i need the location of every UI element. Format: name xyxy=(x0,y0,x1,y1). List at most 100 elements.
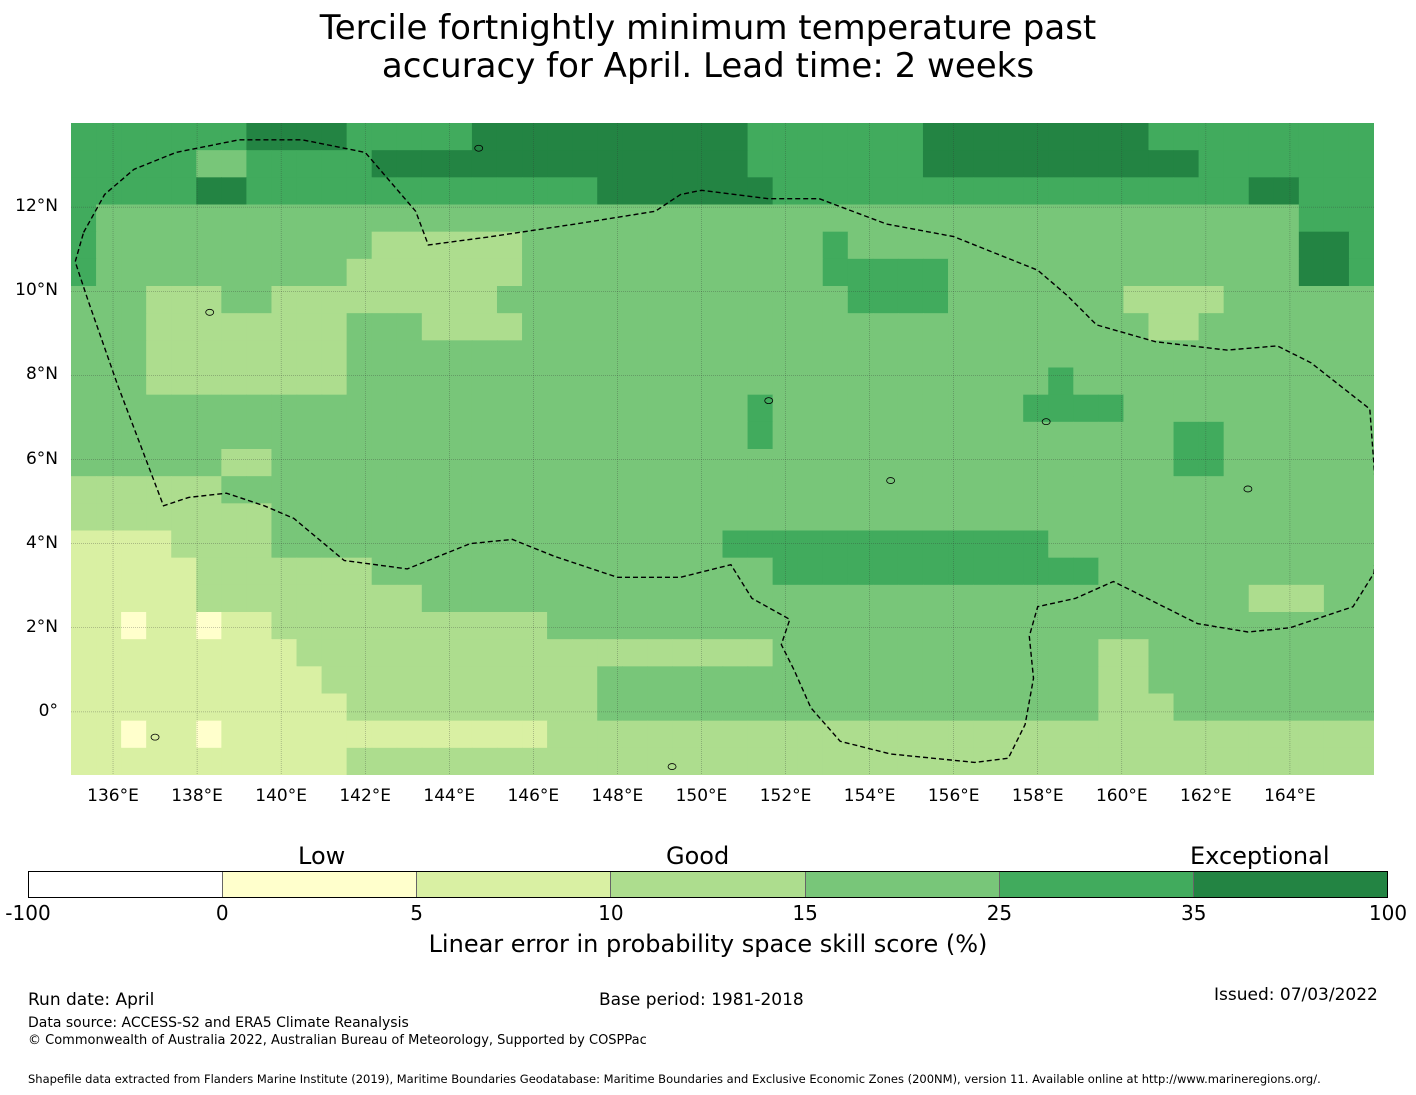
grid-cell xyxy=(1048,421,1074,450)
grid-cell xyxy=(998,503,1024,532)
grid-cell xyxy=(572,449,598,477)
grid-cell xyxy=(96,286,122,314)
grid-cell xyxy=(246,367,273,396)
grid-cell xyxy=(1173,612,1200,640)
grid-cell xyxy=(1073,394,1099,423)
grid-cell xyxy=(346,421,373,450)
grid-cell xyxy=(772,204,799,233)
longitude-tick-label: 162°E xyxy=(1180,786,1232,806)
grid-cell xyxy=(572,612,598,640)
grid-cell xyxy=(1148,530,1175,559)
grid-cell xyxy=(1098,258,1125,287)
grid-cell xyxy=(1173,584,1200,613)
grid-cell xyxy=(998,123,1024,151)
grid-cell xyxy=(1198,503,1225,532)
grid-cell xyxy=(96,258,122,287)
grid-cell xyxy=(1198,313,1225,341)
grid-cell xyxy=(847,503,874,532)
grid-cell xyxy=(973,123,999,151)
grid-cell xyxy=(346,503,373,532)
grid-cell xyxy=(1148,204,1175,233)
grid-cell xyxy=(71,313,97,341)
grid-cell xyxy=(797,584,824,613)
grid-cell xyxy=(998,557,1024,586)
grid-cell xyxy=(271,612,298,640)
grid-cell xyxy=(346,123,373,151)
grid-cell xyxy=(1123,449,1150,477)
grid-cell xyxy=(421,421,448,450)
grid-cell xyxy=(822,150,849,178)
grid-cell xyxy=(1348,639,1374,667)
grid-cell xyxy=(1198,557,1225,586)
grid-cell xyxy=(647,421,673,450)
grid-cell xyxy=(71,503,97,532)
grid-cell xyxy=(1098,666,1125,695)
grid-cell xyxy=(1073,231,1099,260)
grid-cell xyxy=(772,720,799,749)
grid-cell xyxy=(822,612,849,640)
grid-cell xyxy=(296,449,323,477)
grid-cell xyxy=(71,639,97,667)
grid-cell xyxy=(271,693,298,722)
grid-cell xyxy=(471,693,498,722)
grid-cell xyxy=(647,639,673,667)
grid-cell xyxy=(1248,584,1275,613)
grid-cell xyxy=(1098,612,1125,640)
grid-cell xyxy=(847,286,874,314)
grid-cell xyxy=(246,340,273,369)
grid-cell xyxy=(71,231,97,260)
colorbar xyxy=(28,871,1388,898)
grid-cell xyxy=(597,123,623,151)
latitude-tick-label: 2°N xyxy=(25,616,58,637)
grid-cell xyxy=(722,584,749,613)
grid-cell xyxy=(271,177,298,206)
grid-cell xyxy=(371,367,398,396)
island-outline xyxy=(886,477,896,484)
grid-cell xyxy=(847,476,874,504)
grid-cell xyxy=(1323,177,1350,206)
grid-cell xyxy=(1023,612,1049,640)
grid-cell xyxy=(1148,693,1175,722)
grid-cell xyxy=(96,557,122,586)
grid-cell xyxy=(847,747,874,775)
grid-cell xyxy=(421,557,448,586)
grid-cell xyxy=(797,394,824,423)
grid-cell xyxy=(346,530,373,559)
grid-cell xyxy=(922,449,949,477)
grid-cell xyxy=(1048,394,1074,423)
grid-cell xyxy=(196,693,222,722)
grid-cell xyxy=(1173,693,1200,722)
grid-cell xyxy=(747,557,774,586)
grid-cell xyxy=(71,449,97,477)
grid-cell xyxy=(346,449,373,477)
grid-cell xyxy=(597,231,623,260)
grid-cell xyxy=(271,340,298,369)
grid-cell xyxy=(1223,449,1250,477)
grid-cell xyxy=(672,123,699,151)
grid-cell xyxy=(722,612,749,640)
grid-cell xyxy=(998,177,1024,206)
grid-cell xyxy=(597,421,623,450)
grid-cell xyxy=(1098,313,1125,341)
grid-cell xyxy=(171,421,197,450)
grid-cell xyxy=(697,666,724,695)
grid-cell xyxy=(1323,612,1350,640)
grid-cell xyxy=(221,123,248,151)
grid-cell xyxy=(1298,557,1325,586)
grid-cell xyxy=(1298,449,1325,477)
grid-cell xyxy=(922,421,949,450)
grid-cell xyxy=(622,612,648,640)
grid-cell xyxy=(1098,503,1125,532)
grid-cell xyxy=(1323,666,1350,695)
grid-cell xyxy=(872,530,899,559)
grid-cell xyxy=(672,612,699,640)
grid-cell xyxy=(572,313,598,341)
grid-cell xyxy=(221,557,248,586)
island-outline xyxy=(1041,418,1051,426)
grid-cell xyxy=(396,258,423,287)
grid-cell xyxy=(1048,258,1074,287)
grid-cell xyxy=(1323,557,1350,586)
grid-cell xyxy=(471,421,498,450)
grid-cell xyxy=(897,747,924,775)
grid-cell xyxy=(496,476,523,504)
